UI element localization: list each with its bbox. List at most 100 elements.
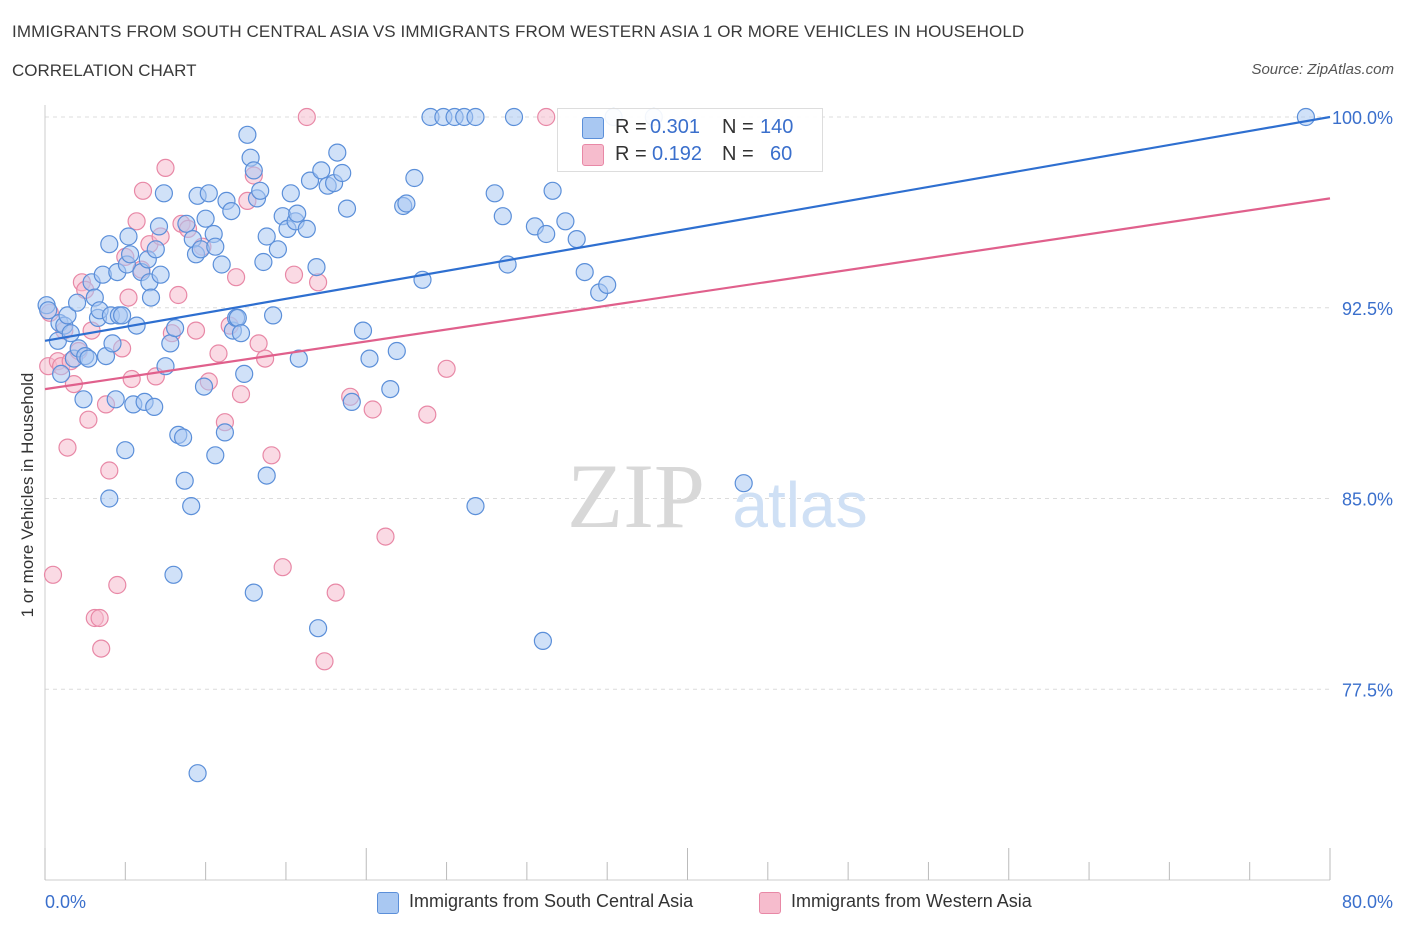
data-point-south-central-asia (206, 237, 225, 256)
legend-r-value: 0.301 (650, 116, 701, 138)
data-point-western-asia (537, 107, 556, 127)
legend-n-label: N = (722, 143, 754, 165)
data-point-western-asia (100, 461, 119, 480)
data-point-south-central-asia (734, 474, 753, 493)
watermark: ZIP atlas (567, 445, 868, 547)
data-point-south-central-asia (100, 489, 119, 508)
data-point-south-central-asia (149, 217, 169, 236)
data-point-western-asia (256, 349, 275, 368)
data-point-south-central-asia (360, 349, 379, 368)
data-point-south-central-asia (79, 349, 98, 368)
data-point-south-central-asia (194, 377, 214, 396)
data-point-western-asia (437, 359, 456, 378)
data-point-south-central-asia (337, 199, 357, 218)
legend-swatch-pink (582, 144, 604, 166)
legend-swatch-blue (582, 117, 604, 139)
data-point-south-central-asia (251, 181, 270, 200)
x-tick-label: 80.0% (1342, 892, 1393, 912)
legend-n-value: 140 (760, 116, 794, 138)
data-point-south-central-asia (175, 471, 194, 490)
y-tick-label: 85.0% (1342, 490, 1393, 510)
data-point-south-central-asia (228, 308, 247, 327)
data-point-south-central-asia (141, 288, 161, 307)
data-point-south-central-asia (231, 324, 251, 343)
data-point-south-central-asia (264, 306, 283, 325)
data-point-south-central-asia (353, 321, 373, 340)
data-point-south-central-asia (466, 107, 485, 127)
data-point-south-central-asia (575, 263, 594, 282)
data-point-western-asia (418, 405, 437, 424)
data-point-south-central-asia (215, 423, 234, 442)
data-point-western-asia (231, 385, 251, 404)
legend-n-label: N = (722, 116, 754, 138)
data-point-south-central-asia (244, 161, 263, 180)
data-point-south-central-asia (297, 219, 316, 238)
data-point-south-central-asia (51, 364, 71, 383)
bottom-legend-label-western-asia: Immigrants from Western Asia (791, 891, 1032, 911)
data-point-south-central-asia (164, 565, 183, 584)
bottom-legend-swatch-pink (759, 892, 781, 914)
legend-r-value: 0.192 (652, 143, 703, 165)
data-point-south-central-asia (103, 334, 122, 353)
data-point-western-asia (227, 268, 246, 287)
data-point-south-central-asia (151, 265, 170, 284)
data-point-south-central-asia (166, 319, 185, 338)
data-point-south-central-asia (387, 341, 406, 361)
data-point-south-central-asia (257, 227, 276, 246)
bottom-legend-swatch-blue (377, 892, 399, 914)
trend-lines (44, 115, 1331, 391)
data-point-western-asia (92, 639, 111, 658)
data-point-south-central-asia (67, 293, 87, 312)
bottom-legend-label-south-central-asia: Immigrants from South Central Asia (409, 891, 694, 911)
data-point-western-asia (127, 212, 146, 231)
data-point-western-asia (315, 652, 334, 671)
watermark-zip: ZIP (567, 445, 705, 547)
source-credit: Source: ZipAtlas.com (1251, 61, 1394, 78)
data-point-south-central-asia (281, 184, 300, 203)
data-point-south-central-asia (504, 107, 524, 127)
data-point-western-asia (249, 334, 268, 353)
data-point-south-central-asia (146, 240, 165, 259)
legend-row-western-asia: R = 0.192 N = 60 (558, 141, 822, 167)
data-point-south-central-asia (106, 390, 125, 409)
data-point-western-asia (363, 400, 382, 419)
data-point-south-central-asia (112, 306, 132, 325)
data-point-western-asia (169, 285, 188, 305)
data-point-south-central-asia (405, 168, 424, 188)
data-point-western-asia (262, 446, 281, 465)
data-point-south-central-asia (598, 275, 617, 294)
data-point-western-asia (326, 583, 345, 602)
data-point-south-central-asia (58, 306, 77, 325)
legend-r-label: R = (615, 143, 647, 165)
data-point-south-central-asia (121, 245, 140, 264)
trend-line-south-central-asia (44, 115, 1331, 342)
data-point-south-central-asia (254, 252, 273, 272)
legend-n-value: 60 (770, 143, 793, 165)
data-point-south-central-asia (199, 184, 218, 203)
y-tick-label: 92.5% (1342, 299, 1393, 319)
chart-title: IMMIGRANTS FROM SOUTH CENTRAL ASIA VS IM… (12, 22, 1025, 41)
chart-subtitle: CORRELATION CHART (12, 61, 197, 80)
data-point-south-central-asia (61, 324, 80, 343)
data-point-western-asia (133, 181, 153, 200)
data-point-south-central-asia (206, 446, 225, 465)
data-point-western-asia (376, 527, 395, 546)
data-point-south-central-asia (222, 202, 241, 221)
data-point-south-central-asia (257, 466, 276, 485)
data-point-south-central-asia (238, 125, 257, 144)
data-point-south-central-asia (333, 163, 352, 183)
data-point-south-central-asia (182, 497, 201, 516)
data-point-south-central-asia (100, 235, 119, 254)
data-point-south-central-asia (235, 364, 254, 383)
data-point-western-asia (79, 410, 98, 429)
data-point-south-central-asia (268, 240, 287, 259)
data-point-western-asia (284, 265, 304, 284)
data-point-south-central-asia (342, 392, 361, 411)
data-point-south-central-asia (39, 301, 58, 320)
data-point-south-central-asia (485, 184, 504, 203)
data-point-western-asia (309, 273, 328, 292)
watermark-atlas: atlas (732, 469, 867, 541)
data-point-south-central-asia (116, 441, 135, 460)
data-point-western-asia (108, 575, 127, 595)
data-point-south-central-asia (74, 390, 93, 409)
